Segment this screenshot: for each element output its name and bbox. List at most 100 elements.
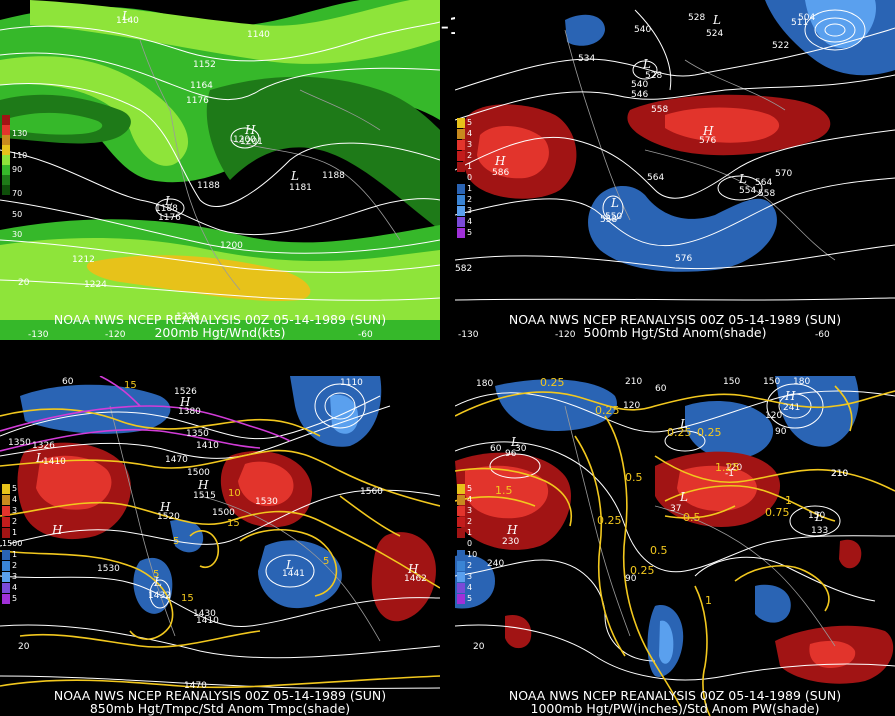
pw-label: 1	[705, 594, 712, 607]
height-contours	[0, 383, 440, 689]
legend-swatch	[457, 206, 465, 216]
contour-label: 120	[725, 463, 742, 473]
extremum-value: 241	[783, 403, 800, 413]
high-marker: H	[494, 154, 506, 168]
contour-label: 1224	[84, 280, 107, 290]
low-marker: L	[290, 169, 299, 183]
extremum-value: 554	[739, 186, 756, 196]
low-marker: L	[679, 490, 688, 504]
legend-swatch	[2, 594, 10, 604]
legend-swatch	[457, 162, 465, 172]
legend-swatch	[2, 175, 10, 185]
contour-label: 582	[455, 264, 472, 274]
lon-label: -130	[28, 330, 49, 340]
panel-caption-source: NOAA NWS NCEP REANALYSIS 00Z 05-14-1989 …	[53, 312, 387, 327]
contour-label: 1164	[190, 81, 213, 91]
pw-label: 0.75	[765, 506, 790, 519]
legend-label: 2	[467, 151, 473, 160]
legend-swatch	[2, 539, 10, 549]
extremum-value: 540	[634, 25, 651, 35]
pw-label: 0.5	[650, 544, 668, 557]
legend-swatch	[2, 495, 10, 505]
legend-swatch	[2, 550, 10, 560]
extremum-value: 576	[699, 136, 716, 146]
anom-negative-east	[685, 401, 774, 459]
legend-label: 4	[467, 495, 473, 504]
temp-label: 15	[181, 593, 194, 604]
legend-swatch	[2, 135, 10, 145]
legend-swatch	[457, 572, 465, 582]
legend-swatch	[457, 594, 465, 604]
panel-caption-field: 1000mb Hgt/PW(inches)/Std Anom PW(shade)	[530, 701, 820, 716]
temp-label: 15	[124, 380, 137, 391]
misc-label: 1224	[176, 312, 199, 322]
legend-label: 2	[467, 195, 473, 204]
legend-label: 2	[12, 517, 18, 526]
legend-swatch	[457, 539, 465, 549]
temp-label: 15	[227, 518, 240, 529]
legend-label: 3	[12, 506, 18, 515]
anom-negative-northcentral	[565, 14, 605, 46]
high-marker: H	[51, 523, 63, 537]
high-marker: H	[702, 124, 714, 138]
low-marker: L	[153, 575, 162, 589]
legend-label: 90	[12, 165, 23, 174]
anom-positive-west-core	[477, 125, 549, 179]
legend-label: 1	[12, 528, 18, 537]
legend-swatch	[457, 228, 465, 238]
contour-label: 576	[675, 254, 692, 264]
contour-label: 558	[651, 105, 668, 115]
contour-label: 1350	[8, 438, 31, 448]
pw-label: 0.5	[683, 511, 701, 524]
misc-label: 20	[18, 642, 30, 652]
low-marker: L	[35, 451, 44, 465]
extremum-value: 586	[492, 168, 509, 178]
legend-label: 1	[467, 184, 473, 193]
legend-swatch	[457, 517, 465, 527]
height-contours	[0, 21, 440, 301]
contour-label: 522	[772, 41, 789, 51]
legend-label: 3	[467, 206, 473, 215]
map-1000mb: 180 210 150 180 120 120 90 60 30 240 210…	[455, 376, 895, 716]
jet-band-green-dark	[206, 76, 440, 230]
legend-label: 70	[12, 189, 23, 198]
contour-label: 1530	[97, 564, 120, 574]
contour-label: 60	[490, 444, 502, 454]
high-marker: H	[179, 395, 191, 409]
map-200mb: 1140 1152 1164 1176 1188 1188 1188 1200 …	[0, 0, 440, 340]
pw-label: 0.25	[540, 376, 565, 389]
lon-label: -130	[458, 330, 479, 340]
legend-label: 4	[467, 217, 473, 226]
legend-swatch	[457, 583, 465, 593]
contour-label: 1188	[155, 204, 178, 214]
legend-swatch	[457, 484, 465, 494]
high-marker: H	[506, 523, 518, 537]
contour-label: 1410	[196, 616, 219, 626]
anom-negative-east-small	[755, 584, 791, 623]
contour-label: 90	[625, 574, 637, 584]
legend-label: 1	[467, 162, 473, 171]
contour-label: 150	[723, 377, 740, 387]
contour-label: 1350	[186, 429, 209, 439]
legend-label: 4	[467, 583, 473, 592]
contour-label: 1176	[186, 96, 209, 106]
legend-label: 4	[12, 495, 18, 504]
pw-label: 0.25	[595, 404, 620, 417]
anom-negative-southwest	[455, 554, 495, 609]
contour-label: 1212	[72, 255, 95, 265]
contour-label: 1140	[116, 16, 139, 26]
lon-label: -120	[555, 330, 576, 340]
temperature-contours	[0, 408, 440, 689]
contour-label: 1188	[322, 171, 345, 181]
contour-label: 30	[515, 444, 527, 454]
high-marker: H	[784, 389, 796, 403]
low-marker: L	[814, 510, 823, 524]
low-marker: L	[510, 435, 519, 449]
contour-label: 1140	[247, 30, 270, 40]
legend-swatch	[457, 506, 465, 516]
misc-label: 20	[18, 278, 30, 288]
legend-swatch	[2, 115, 10, 125]
extremum-value: 230	[502, 537, 519, 547]
legend-swatch	[457, 528, 465, 538]
legend-label: 3	[467, 506, 473, 515]
